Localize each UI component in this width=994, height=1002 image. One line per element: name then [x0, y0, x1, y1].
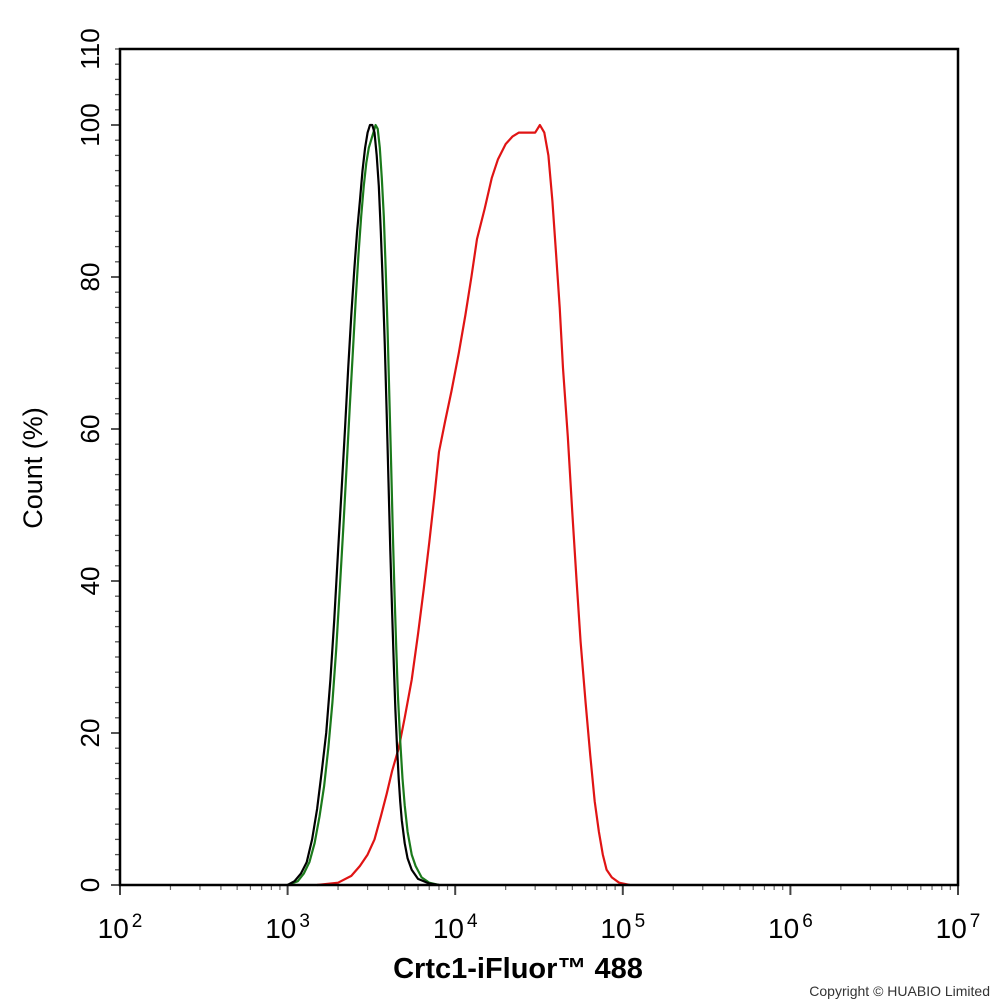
y-tick-label-group: 100 — [75, 103, 105, 146]
y-axis-title-group: Count (%) — [18, 407, 48, 529]
y-tick-label: 100 — [75, 103, 105, 146]
y-tick-label: 80 — [75, 263, 105, 292]
y-tick-label-group: 60 — [75, 415, 105, 444]
x-tick-exponent: 2 — [132, 911, 143, 932]
x-axis-ticks: 10 2 10 3 10 4 10 5 10 6 10 7 — [98, 885, 981, 944]
histogram-series-1 — [287, 123, 440, 887]
x-tick-label: 10 3 — [265, 911, 310, 944]
y-tick-label-group: 80 — [75, 263, 105, 292]
x-tick-exponent: 5 — [635, 911, 646, 932]
y-tick-label-group: 110 — [75, 28, 105, 69]
histogram-series-layer — [287, 123, 630, 887]
x-tick-base: 10 — [600, 913, 631, 944]
x-tick-label: 10 6 — [768, 911, 813, 944]
x-tick-exponent: 7 — [970, 911, 981, 932]
y-tick-label-group: 20 — [75, 719, 105, 748]
x-tick-exponent: 6 — [802, 911, 813, 932]
y-tick-label: 60 — [75, 415, 105, 444]
x-tick-base: 10 — [433, 913, 464, 944]
x-tick-label: 10 4 — [433, 911, 478, 944]
y-tick-label: 40 — [75, 567, 105, 596]
x-tick-label: 10 2 — [98, 911, 143, 944]
y-axis-title: Count (%) — [18, 407, 48, 529]
x-axis-title: Crtc1-iFluor™ 488 — [393, 953, 643, 985]
x-tick-label: 10 5 — [600, 911, 645, 944]
y-axis-ticks: 0 20 40 60 80 100 110 — [75, 28, 120, 892]
x-tick-base: 10 — [265, 913, 296, 944]
plot-frame — [118, 47, 960, 887]
x-tick-base: 10 — [768, 913, 799, 944]
y-tick-label-group: 40 — [75, 567, 105, 596]
x-tick-base: 10 — [936, 913, 967, 944]
x-tick-exponent: 3 — [299, 911, 310, 932]
y-tick-label: 0 — [75, 878, 105, 892]
x-tick-base: 10 — [98, 913, 129, 944]
y-tick-label: 20 — [75, 719, 105, 748]
histogram-series-0 — [287, 123, 440, 887]
x-tick-label: 10 7 — [936, 911, 981, 944]
x-tick-exponent: 4 — [467, 911, 478, 932]
y-tick-label-group: 0 — [75, 878, 105, 892]
histogram-series-2 — [316, 123, 630, 887]
y-tick-label: 110 — [75, 28, 105, 69]
copyright-notice: Copyright © HUABIO Limited — [809, 983, 990, 999]
